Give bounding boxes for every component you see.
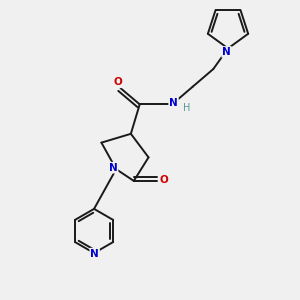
Text: N: N bbox=[90, 249, 99, 259]
Text: H: H bbox=[183, 103, 190, 113]
Text: N: N bbox=[222, 47, 231, 57]
Text: N: N bbox=[109, 163, 118, 173]
Text: O: O bbox=[114, 77, 123, 87]
Text: O: O bbox=[160, 175, 168, 185]
Text: N: N bbox=[169, 98, 178, 108]
